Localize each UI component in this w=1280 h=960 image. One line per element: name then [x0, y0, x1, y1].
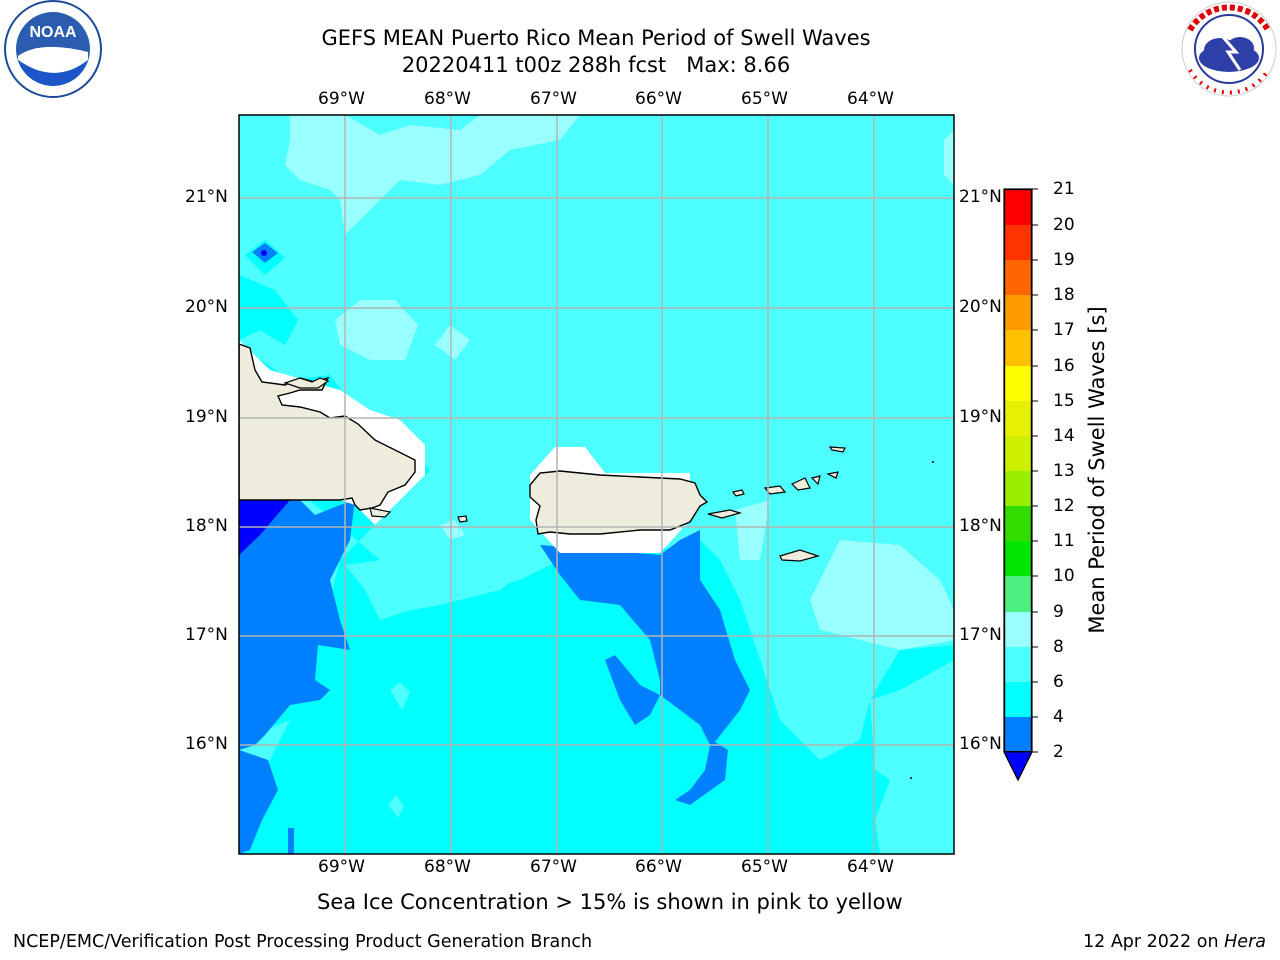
lat-label-right: 18°N: [959, 516, 1002, 536]
colorbar-tick: 4: [1053, 707, 1064, 727]
map-frame: [238, 114, 955, 855]
colorbar-tick: 13: [1053, 461, 1075, 481]
nws-logo: [1181, 1, 1277, 97]
colorbar-tick: 6: [1053, 672, 1064, 692]
lon-label-top: 67°W: [530, 89, 577, 109]
colorbar-tick: 10: [1053, 566, 1075, 586]
colorbar-tick: 19: [1053, 250, 1075, 270]
colorbar-tick: 21: [1053, 179, 1075, 199]
lon-label-bottom: 65°W: [741, 857, 788, 877]
colorbar-overlay: [1004, 189, 1032, 752]
lon-label-top: 66°W: [635, 89, 682, 109]
colorbar-label: Mean Period of Swell Waves [s]: [1085, 306, 1109, 634]
colorbar-tick: 11: [1053, 531, 1075, 551]
lat-label-right: 19°N: [959, 407, 1002, 427]
lon-label-bottom: 66°W: [635, 857, 682, 877]
colorbar-tick: 17: [1053, 320, 1075, 340]
lon-label-top: 68°W: [424, 89, 471, 109]
lon-label-bottom: 68°W: [424, 857, 471, 877]
swell-period-field: [239, 115, 954, 854]
lat-label-right: 21°N: [959, 187, 1002, 207]
lat-label-left: 21°N: [185, 187, 228, 207]
lon-label-bottom: 69°W: [318, 857, 365, 877]
colorbar-tick: 8: [1053, 637, 1064, 657]
colorbar-tick: 9: [1053, 602, 1064, 622]
noaa-logo-text: NOAA: [29, 24, 77, 41]
map-subtitle: 20220411 t00z 288h fcst Max: 8.66: [0, 53, 1192, 77]
footer-host: Hera: [1224, 932, 1266, 952]
gridlines: [239, 115, 954, 854]
lat-label-left: 20°N: [185, 297, 228, 317]
lon-label-top: 65°W: [741, 89, 788, 109]
lat-label-left: 17°N: [185, 625, 228, 645]
colorbar-tick: 18: [1053, 285, 1075, 305]
colorbar-tick: 15: [1053, 391, 1075, 411]
lat-label-left: 16°N: [185, 734, 228, 754]
colorbar-tick: 14: [1053, 426, 1075, 446]
colorbar-tick: 2: [1053, 742, 1064, 762]
colorbar-tick: 20: [1053, 215, 1075, 235]
lat-label-left: 18°N: [185, 516, 228, 536]
lat-label-right: 16°N: [959, 734, 1002, 754]
colorbar-tick: 12: [1053, 496, 1075, 516]
lon-label-bottom: 64°W: [847, 857, 894, 877]
lon-label-bottom: 67°W: [530, 857, 577, 877]
footer-credit: NCEP/EMC/Verification Post Processing Pr…: [13, 932, 593, 952]
forecast-date: 20220411 t00z 288h fcst: [401, 53, 667, 77]
max-value: Max: 8.66: [686, 53, 791, 77]
colorbar-tick: 16: [1053, 356, 1075, 376]
noaa-logo: NOAA: [4, 0, 102, 98]
footer-date: 12 Apr 2022 on Hera: [1082, 932, 1266, 952]
lat-label-left: 19°N: [185, 407, 228, 427]
lon-label-top: 64°W: [847, 89, 894, 109]
lat-label-right: 20°N: [959, 297, 1002, 317]
lat-label-right: 17°N: [959, 625, 1002, 645]
map-title: GEFS MEAN Puerto Rico Mean Period of Swe…: [321, 26, 871, 50]
lon-label-top: 69°W: [318, 89, 365, 109]
